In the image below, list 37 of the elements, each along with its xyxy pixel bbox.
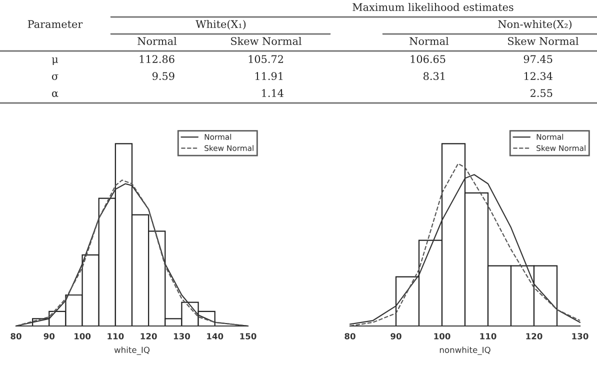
- text: 2.55: [530, 89, 552, 98]
- x-tick-label: 80: [344, 333, 356, 340]
- text: 106.65: [410, 55, 446, 64]
- x-tick-label: 120: [140, 333, 157, 340]
- text: Parameter: [28, 20, 83, 28]
- x-tick-label: 80: [10, 333, 22, 340]
- text: Non-white(X₂): [498, 20, 572, 30]
- text: α: [52, 91, 58, 97]
- x-tick-label: 100: [74, 333, 91, 340]
- text: White(X₁): [196, 20, 246, 30]
- text: 8.31: [424, 72, 445, 80]
- x-axis-title: nonwhite_IQ: [440, 346, 490, 355]
- text: Skew Normal: [508, 36, 578, 46]
- text: μ: [52, 57, 58, 66]
- x-tick-label: 90: [44, 333, 55, 340]
- text: σ: [52, 74, 58, 80]
- text: 1.14: [262, 89, 284, 98]
- text: 11.91: [255, 72, 283, 80]
- text: 112.86: [140, 55, 174, 64]
- x-axis-title: white_IQ: [114, 346, 150, 355]
- x-tick-label: 110: [108, 333, 124, 340]
- text: Maximum likelihood estimates: [352, 2, 514, 12]
- text: Normal: [138, 36, 177, 46]
- text: 105.72: [248, 55, 283, 64]
- x-tick-label: 120: [526, 333, 542, 340]
- x-tick-label: 130: [174, 333, 190, 340]
- x-tick-label: 110: [480, 333, 496, 340]
- text: 9.59: [152, 72, 174, 80]
- x-tick-label: 130: [572, 333, 588, 340]
- x-tick-label: 90: [390, 333, 402, 340]
- text: 97.45: [524, 55, 552, 64]
- x-tick-label: 150: [240, 333, 256, 340]
- text: 12.34: [524, 72, 552, 80]
- text: Normal: [410, 36, 449, 46]
- x-tick-label: 140: [207, 333, 224, 340]
- x-tick-label: 100: [434, 333, 450, 340]
- text: Skew Normal: [231, 36, 302, 46]
